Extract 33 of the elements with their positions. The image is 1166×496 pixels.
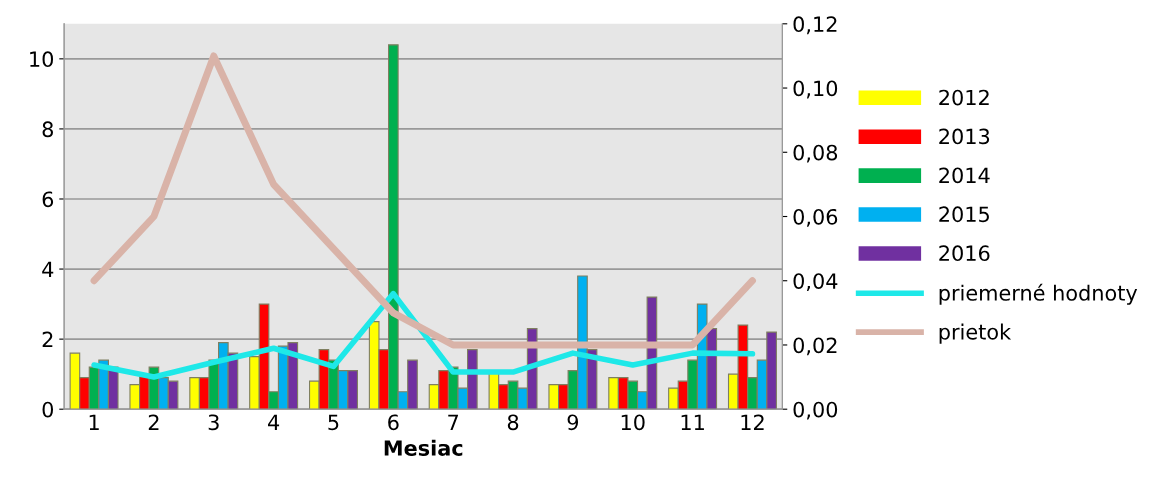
legend-label: 2015 — [939, 206, 989, 223]
y2-tick-label: 0,12 — [793, 16, 837, 35]
y-tick-label: 0 — [42, 401, 54, 418]
x-tick-label: 11 — [681, 414, 704, 430]
y2-tick-label: 0,00 — [793, 401, 838, 420]
x-tick-label: 2 — [148, 414, 159, 430]
y-tick-label: 4 — [42, 261, 54, 277]
y-tick-label: 10 — [30, 51, 54, 68]
x-tick-label: 5 — [328, 414, 339, 431]
x-tick-label: 9 — [567, 414, 579, 431]
y-tick-label: 6 — [42, 191, 54, 208]
y2-tick-label: 0,04 — [793, 273, 838, 292]
legend-label: prietok — [939, 323, 1012, 344]
y2-tick-label: 0,02 — [793, 337, 837, 356]
x-axis-title: Mesiac — [384, 439, 463, 456]
legend-label: 2016 — [939, 245, 990, 262]
y-tick-label: 2 — [42, 331, 53, 348]
x-tick-label: 10 — [621, 414, 645, 431]
legend-label: 2013 — [939, 128, 990, 145]
x-tick-label: 4 — [268, 414, 280, 430]
x-tick-label: 3 — [208, 414, 219, 431]
x-tick-label: 7 — [448, 414, 459, 430]
legend-label: 2014 — [939, 167, 990, 184]
legend-label: 2012 — [939, 89, 989, 106]
x-tick-label: 1 — [89, 414, 99, 430]
x-tick-label: 8 — [507, 414, 519, 431]
y2-tick-label: 0,08 — [793, 144, 838, 163]
legend-label: priemerné hodnoty — [939, 283, 1138, 305]
x-tick-label: 6 — [388, 414, 399, 431]
y2-tick-label: 0,06 — [793, 208, 838, 227]
x-tick-label: 12 — [741, 414, 764, 430]
y2-tick-label: 0,10 — [793, 80, 838, 99]
y-tick-label: 8 — [42, 121, 53, 138]
